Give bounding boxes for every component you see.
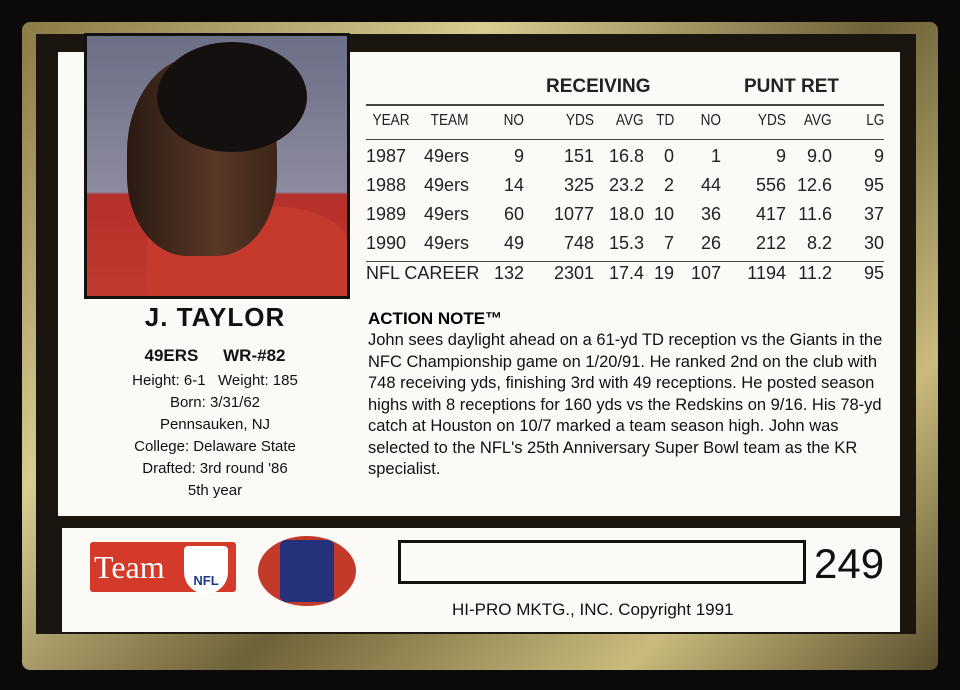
- stat-cell: NO: [503, 112, 524, 129]
- player-position: WR-#82: [223, 346, 286, 365]
- college: College: Delaware State: [134, 438, 296, 455]
- stat-cell: 1989: [366, 204, 407, 224]
- stat-cell: 16.8: [608, 146, 644, 166]
- stat-cell: 132: [493, 263, 524, 283]
- card-number: 249: [814, 540, 885, 587]
- player-photo: [84, 33, 350, 299]
- player-bio: Height: 6-1 Weight: 185 Born: 3/31/62 Pe…: [80, 370, 350, 502]
- stat-cell: 107: [690, 263, 721, 283]
- stat-cell: 8.2: [806, 233, 832, 253]
- stat-cell: 49ers: [424, 204, 470, 224]
- stat-cell: 7: [663, 233, 674, 253]
- stat-cell: 1194: [747, 263, 786, 283]
- stat-cell: 44: [700, 175, 721, 195]
- stat-cell: 0: [663, 146, 674, 166]
- stat-cell: 15.3: [608, 233, 644, 253]
- stat-cell: NFL CAREER: [366, 263, 480, 283]
- stat-cell: YEAR: [372, 112, 410, 129]
- born: Born: 3/31/62: [169, 394, 261, 411]
- stat-cell: 11.6: [798, 204, 832, 224]
- weight: Weight: 185: [218, 372, 298, 389]
- action-note-text: John sees daylight ahead on a 61-yd TD r…: [368, 331, 883, 478]
- career-row: NFL CAREER 132 2301 17.4 19 107 1194 11.2 95: [366, 263, 884, 292]
- stat-cell: 26: [700, 233, 721, 253]
- team-nfl-logo: Team NFL: [90, 542, 236, 594]
- experience: 5th year: [187, 482, 243, 499]
- stat-cell: 2: [663, 175, 674, 195]
- stat-cell: 49ers: [424, 146, 470, 166]
- stat-cell: TEAM: [430, 112, 469, 129]
- stat-cell: 1987: [366, 146, 407, 166]
- team-position: 49ERS WR-#82: [80, 346, 350, 366]
- table-row: 1990 49ers 49 748 15.3 7 26 212 8.2 30: [366, 233, 884, 262]
- stat-cell: AVG: [616, 112, 644, 129]
- stat-cell: 1990: [366, 233, 407, 253]
- stat-cell: 12.6: [796, 175, 832, 195]
- action-note-title: ACTION NOTE™: [368, 309, 503, 328]
- nflpa-logo: [258, 536, 356, 606]
- group-receiving: RECEIVING: [546, 76, 651, 97]
- group-punt-return: PUNT RET: [744, 76, 839, 97]
- stat-cell: TD: [655, 112, 674, 129]
- stat-cell: 49: [503, 233, 524, 253]
- stat-cell: YDS: [758, 112, 786, 129]
- stat-cell: 95: [863, 263, 884, 283]
- stat-cell: 95: [863, 175, 884, 195]
- table-row: 1989 49ers 60 1077 18.0 10 36 417 11.6 37: [366, 204, 884, 233]
- stat-cell: 19: [653, 263, 674, 283]
- header-row: YEAR TEAM NO YDS AVG TD NO YDS AVG LG: [366, 112, 884, 141]
- stat-cell: 30: [863, 233, 884, 253]
- table-row: 1987 49ers 9 151 16.8 0 1 9 9.0 9: [366, 146, 884, 175]
- stat-cell: LG: [865, 112, 884, 129]
- stat-cell: 49ers: [424, 175, 470, 195]
- player-name: J. TAYLOR: [144, 302, 286, 332]
- stat-cell: AVG: [804, 112, 832, 129]
- stat-cell: 9: [513, 146, 524, 166]
- stat-cell: 49ers: [424, 233, 470, 253]
- stat-cell: 325: [563, 175, 594, 195]
- stat-cell: 36: [700, 204, 721, 224]
- stat-cell: 10: [653, 204, 674, 224]
- player-team: 49ERS: [144, 346, 199, 365]
- stat-cell: 17.4: [608, 263, 644, 283]
- stat-cell: 60: [503, 204, 524, 224]
- copyright: HI-PRO MKTG., INC. Copyright 1991: [452, 600, 734, 619]
- stat-cell: 9.0: [806, 146, 832, 166]
- height: Height: 6-1: [132, 372, 206, 389]
- stat-cell: 1: [710, 146, 721, 166]
- stat-cell: 748: [563, 233, 594, 253]
- table-row: 1988 49ers 14 325 23.2 2 44 556 12.6 95: [366, 175, 884, 204]
- stat-cell: NO: [700, 112, 721, 129]
- hometown: Pennsauken, NJ: [159, 416, 271, 433]
- stat-cell: 1988: [366, 175, 407, 195]
- stat-cell: 151: [563, 146, 594, 166]
- stat-cell: YDS: [566, 112, 594, 129]
- drafted: Drafted: 3rd round '86: [142, 460, 288, 477]
- stat-cell: 9: [873, 146, 884, 166]
- stat-cell: 37: [863, 204, 884, 224]
- card-bottom-panel: Team NFL 249 HI-PRO MKTG., INC. Copyright…: [62, 528, 900, 632]
- nfl-shield-icon: NFL: [184, 546, 228, 594]
- signature-box: [398, 540, 806, 584]
- stat-cell: 11.2: [798, 263, 832, 283]
- stat-cell: 1077: [553, 204, 594, 224]
- stat-cell: 212: [755, 233, 786, 253]
- stat-cell: 556: [755, 175, 786, 195]
- stat-cell: 14: [503, 175, 524, 195]
- stat-cell: 9: [775, 146, 786, 166]
- stat-cell: 417: [755, 204, 786, 224]
- stat-cell: 18.0: [608, 204, 644, 224]
- stat-cell: 2301: [553, 263, 594, 283]
- stat-cell: 23.2: [608, 175, 644, 195]
